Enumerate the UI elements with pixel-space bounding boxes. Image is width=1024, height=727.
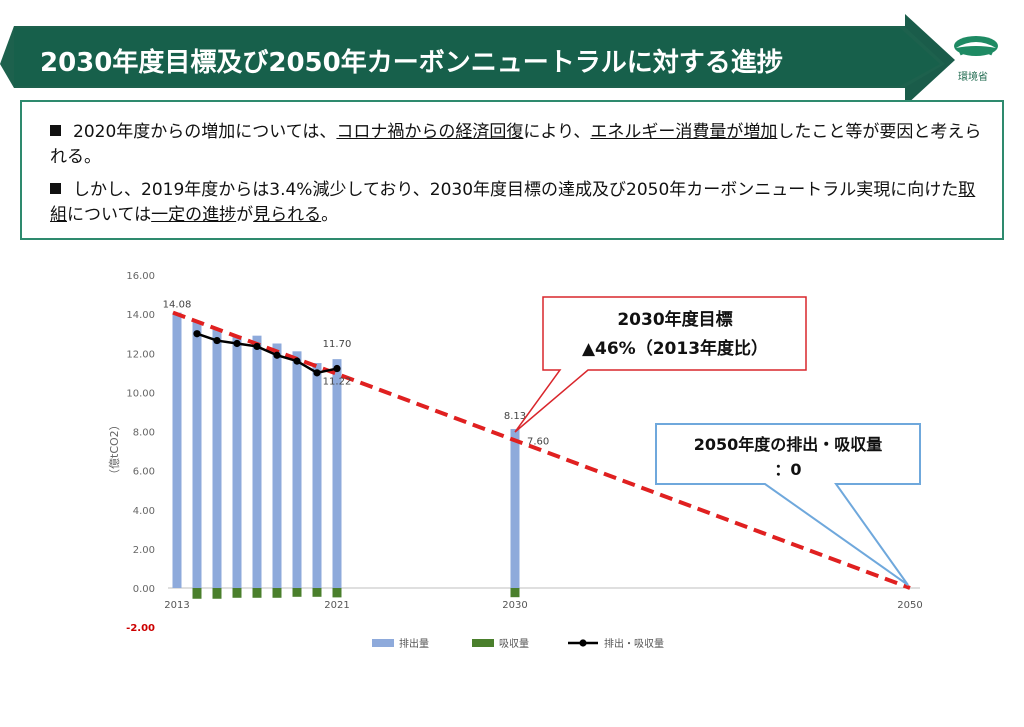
absorption-bar [312, 588, 322, 597]
summary-bullet-1: 2020年度からの増加については、コロナ禍からの経済回復により、エネルギー消費量… [50, 122, 982, 167]
net-emission-point [253, 342, 261, 351]
y-tick-label: 2.00 [133, 545, 155, 556]
bullet-square-icon [50, 183, 61, 194]
data-label: 11.22 [323, 377, 352, 388]
y-tick-label: 14.00 [126, 310, 155, 321]
net-emission-point [293, 357, 301, 365]
y-axis-label: （億tCO2） [108, 419, 121, 480]
emission-bar [212, 329, 222, 588]
emission-bar [272, 343, 282, 588]
target-2050-value: ：0 [774, 460, 801, 479]
title-banner-shape [0, 14, 955, 100]
net-emission-point [313, 369, 321, 377]
y-tick-label: 6.00 [133, 467, 155, 478]
x-tick-label: 2050 [897, 600, 922, 611]
net-emission-point [213, 336, 221, 345]
emission-bar [232, 335, 242, 588]
target-2030-title: 2030年度目標 [617, 309, 732, 330]
legend-net-label: 排出・吸収量 [604, 637, 664, 650]
emission-bar [312, 363, 322, 588]
y-tick-label: 0.00 [133, 584, 155, 595]
absorption-bar [232, 588, 242, 598]
legend-emission-label: 排出量 [399, 637, 429, 650]
y-tick-label: 8.00 [133, 428, 155, 439]
page-title: 2030年度目標及び2050年カーボンニュートラルに対する進捗 [40, 48, 783, 78]
summary-box: 2020年度からの増加については、コロナ禍からの経済回復により、エネルギー消費量… [20, 100, 1004, 240]
emission-bar [510, 428, 520, 588]
absorption-bar [510, 588, 520, 598]
y-tick-label: -2.00 [126, 623, 155, 634]
net-emission-point [233, 339, 241, 348]
y-tick-label: 12.00 [126, 349, 155, 360]
x-tick-label: 2030 [502, 600, 527, 611]
data-label: 14.08 [163, 300, 192, 311]
emission-bar [252, 335, 262, 588]
y-tick-label: 16.00 [126, 271, 155, 282]
emission-bar [172, 312, 182, 588]
data-label: 8.13 [504, 411, 526, 422]
y-tick-label: 10.00 [126, 388, 155, 399]
legend-absorption-label: 吸収量 [499, 638, 529, 650]
data-label: 11.70 [323, 339, 352, 350]
target-2030-value: ▲46%（2013年度比） [582, 338, 768, 359]
bullet-square-icon [50, 125, 61, 136]
absorption-bar [252, 588, 262, 598]
net-emission-point [333, 364, 341, 373]
target-2050-title: 2050年度の排出・吸収量 [694, 435, 883, 454]
target-2050-callout-box [655, 423, 921, 586]
emission-bar [192, 321, 202, 588]
legend-absorption-swatch [472, 639, 494, 647]
x-tick-label: 2013 [164, 600, 189, 611]
y-tick-label: 4.00 [133, 506, 155, 517]
ministry-logo-text: 環境省 [958, 72, 988, 83]
net-emission-point [193, 330, 201, 338]
net-emission-point [273, 351, 281, 359]
x-tick-label: 2021 [324, 600, 349, 611]
emission-bar [292, 351, 302, 588]
target-2030-callout-box [514, 296, 807, 433]
absorption-bar [272, 588, 282, 598]
summary-bullet-2: しかし、2019年度からは3.4%減少しており、2030年度目標の達成及び205… [50, 180, 976, 225]
absorption-bar [292, 588, 302, 597]
legend-net-marker [579, 639, 587, 647]
absorption-bar [212, 588, 222, 599]
data-label: 7.60 [527, 436, 549, 447]
legend-emission-swatch [372, 639, 394, 647]
absorption-bar [192, 588, 202, 599]
absorption-bar [332, 588, 342, 598]
emission-bar [332, 359, 342, 588]
ministry-logo [954, 36, 998, 56]
